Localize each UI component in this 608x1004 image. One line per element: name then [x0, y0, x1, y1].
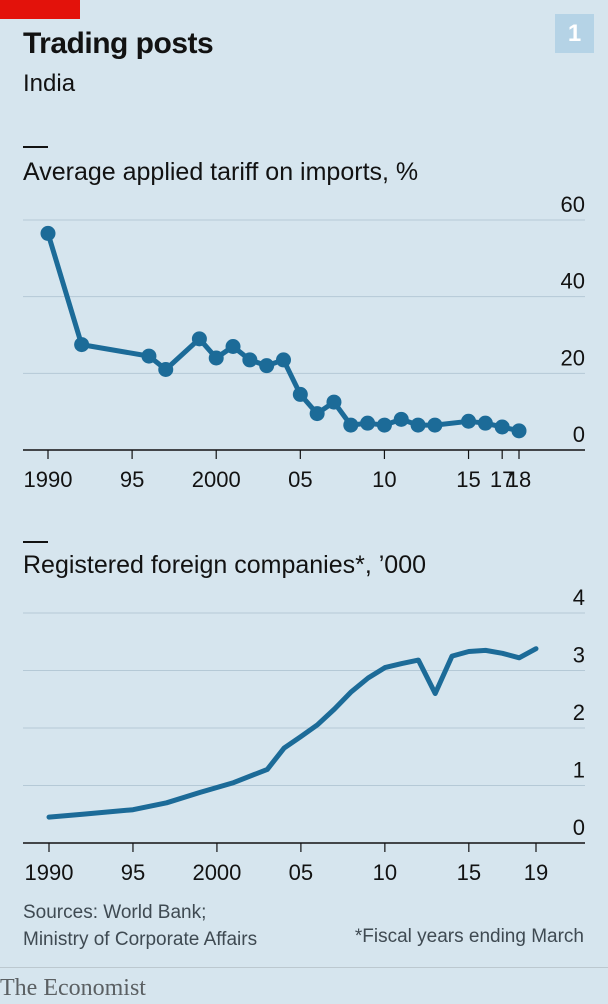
- chart-title: Trading posts: [23, 27, 214, 60]
- x-tick-label: 05: [288, 467, 312, 492]
- footer-divider: [0, 967, 608, 968]
- y-tick-label: 0: [573, 815, 585, 840]
- fiscal-year-footnote: *Fiscal years ending March: [354, 926, 584, 947]
- data-point: [410, 417, 426, 433]
- chart-number-badge: 1: [555, 14, 594, 53]
- x-tick-label: 10: [373, 860, 397, 885]
- x-tick-label: 17: [490, 467, 514, 492]
- data-point: [309, 406, 325, 422]
- x-tick-label: 05: [289, 860, 313, 885]
- y-tick-label: 40: [561, 269, 585, 294]
- data-point: [40, 225, 56, 241]
- data-point: [376, 417, 392, 433]
- data-point: [208, 350, 224, 366]
- x-tick-label: 19: [524, 860, 548, 885]
- panel-1-title: Average applied tariff on imports, %: [23, 158, 419, 186]
- y-tick-label: 20: [561, 345, 585, 370]
- data-point: [158, 362, 174, 377]
- data-point: [74, 337, 90, 353]
- x-tick-label: 1990: [24, 467, 73, 492]
- source-line-2: Ministry of Corporate Affairs: [23, 929, 258, 950]
- sources-note: Sources: World Bank; Ministry of Corpora…: [23, 899, 257, 953]
- data-point: [141, 348, 157, 364]
- x-tick-label: 2000: [192, 860, 241, 885]
- y-tick-label: 4: [573, 585, 585, 610]
- data-point: [292, 386, 308, 402]
- y-tick-label: 3: [573, 643, 585, 668]
- brand-red-tag: [0, 0, 80, 19]
- y-tick-label: 2: [573, 700, 585, 725]
- panel-1-rule: [23, 146, 48, 148]
- data-point: [477, 415, 493, 431]
- x-tick-label: 15: [456, 467, 480, 492]
- y-tick-label: 1: [573, 758, 585, 783]
- data-point: [259, 358, 275, 374]
- panel-2-title: Registered foreign companies*, ’000: [23, 551, 427, 579]
- data-point: [427, 417, 443, 433]
- data-point: [360, 415, 376, 431]
- series-line: [46, 646, 539, 820]
- publisher-logo: The Economist: [0, 975, 146, 1001]
- x-tick-label: 95: [120, 467, 144, 492]
- series-line: [45, 230, 522, 434]
- foreign-companies-chart: 0 1 2 3 4 1990 95 2000 05 10 15 19: [23, 585, 585, 885]
- source-line-1: Sources: World Bank;: [23, 902, 207, 923]
- x-tick-label: 10: [372, 467, 396, 492]
- data-point: [326, 394, 342, 410]
- x-tick-label: 95: [121, 860, 145, 885]
- data-point: [393, 411, 409, 427]
- data-point: [494, 419, 510, 435]
- x-tick-label: 1990: [25, 860, 74, 885]
- data-point: [225, 339, 241, 354]
- data-point: [276, 352, 291, 368]
- data-point: [242, 352, 258, 368]
- data-point: [343, 417, 359, 433]
- panel-2-rule: [23, 541, 48, 543]
- y-tick-label: 60: [561, 192, 585, 217]
- y-tick-label: 0: [573, 422, 585, 447]
- x-tick-label: 2000: [192, 467, 241, 492]
- data-point: [461, 413, 477, 429]
- data-point: [191, 331, 207, 347]
- data-point: [511, 423, 527, 439]
- x-tick-label: 18: [507, 467, 531, 492]
- x-tick-label: 15: [457, 860, 481, 885]
- chart-subtitle: India: [23, 70, 76, 97]
